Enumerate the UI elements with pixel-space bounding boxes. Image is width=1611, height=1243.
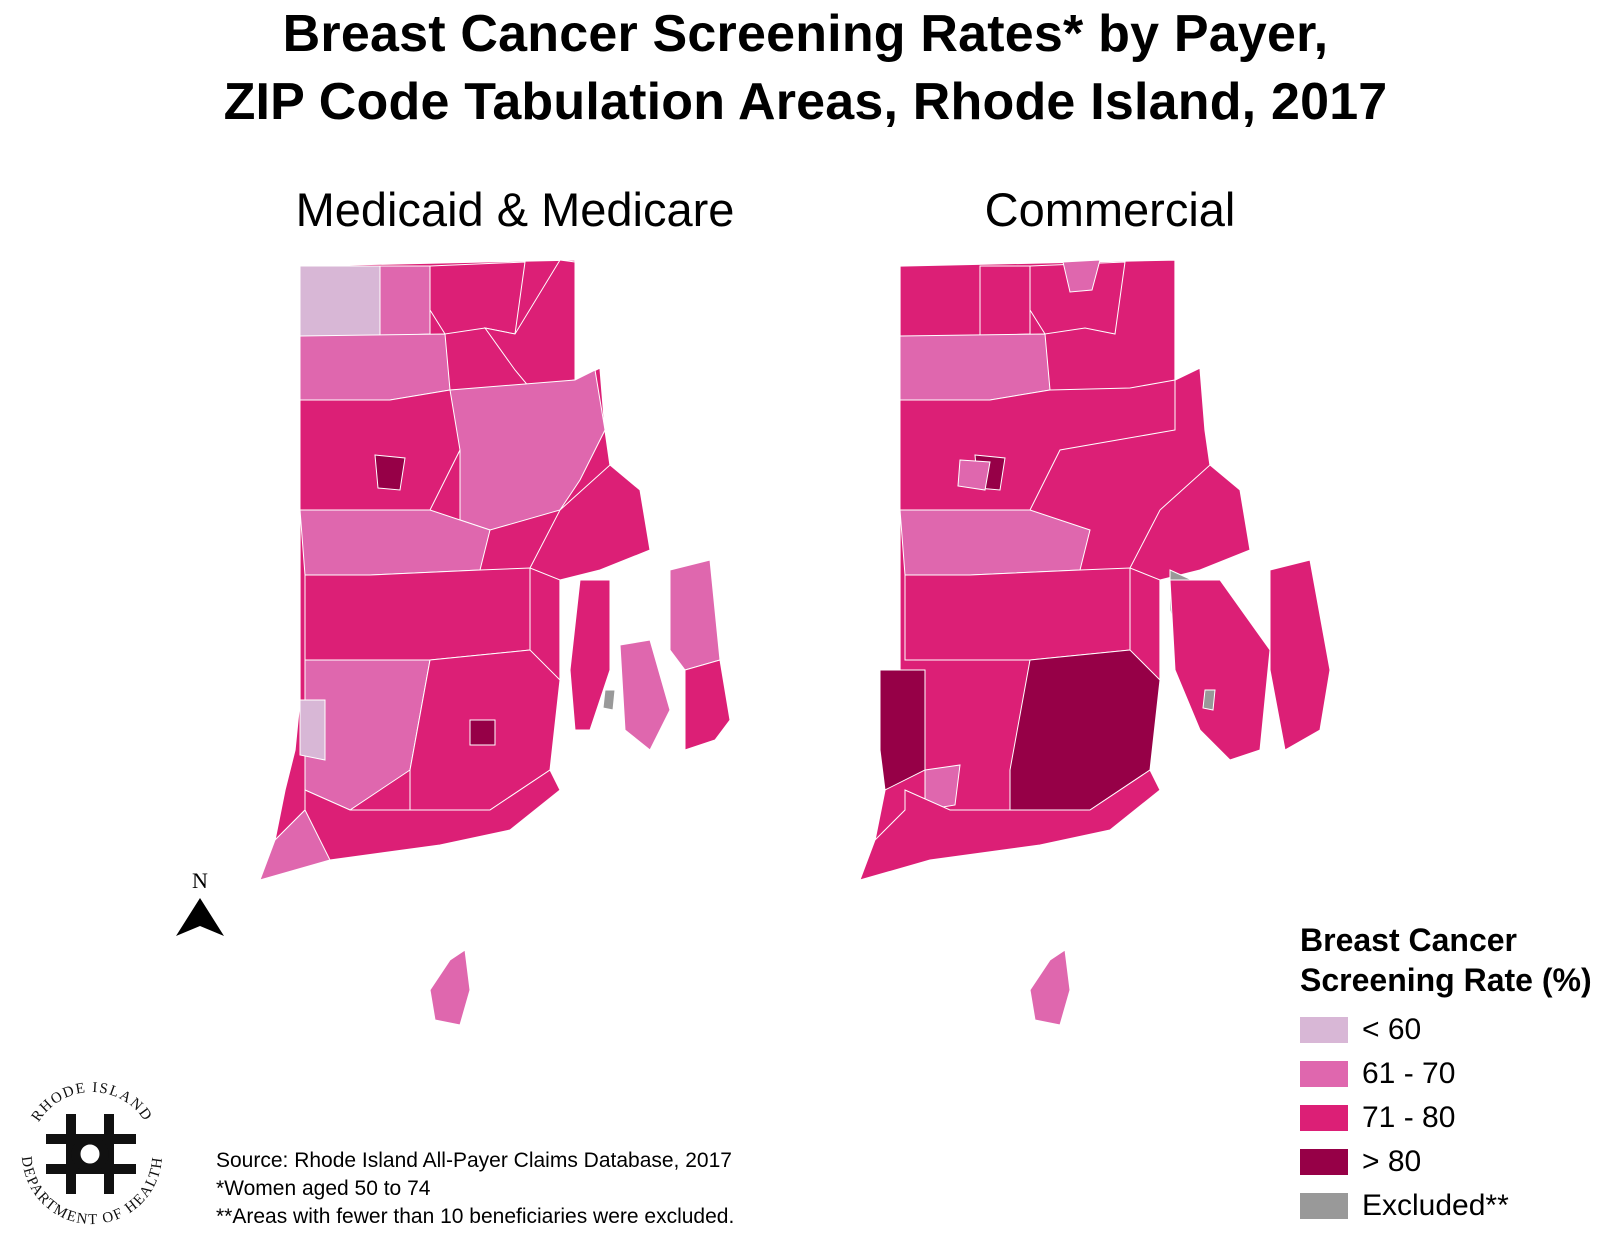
zcta-region bbox=[304, 567, 531, 661]
zcta-region bbox=[924, 764, 961, 811]
zcta-region bbox=[619, 639, 671, 751]
legend-item: 71 - 80 bbox=[1300, 1096, 1605, 1140]
zcta-region bbox=[449, 369, 606, 531]
zcta-region bbox=[429, 261, 526, 335]
chart-title-line-1: Breast Cancer Screening Rates* by Payer, bbox=[282, 5, 1329, 63]
legend-label: 61 - 70 bbox=[1362, 1057, 1456, 1090]
footnote-excluded: **Areas with fewer than 10 beneficiaries… bbox=[216, 1205, 735, 1228]
zcta-region bbox=[1062, 259, 1101, 293]
zcta-region bbox=[529, 464, 651, 581]
map-medicaid-medicare bbox=[259, 259, 731, 1026]
footnote-age: *Women aged 50 to 74 bbox=[216, 1177, 431, 1200]
logo-emblem bbox=[46, 1114, 136, 1194]
zcta-region bbox=[684, 659, 731, 751]
legend-title: Breast Cancer Screening Rate (%) bbox=[1300, 920, 1605, 1000]
legend-title-line-2: Screening Rate (%) bbox=[1300, 962, 1592, 998]
legend-swatch bbox=[1300, 1105, 1348, 1131]
map-commercial bbox=[859, 259, 1331, 1026]
legend-swatch bbox=[1300, 1193, 1348, 1219]
legend-label: < 60 bbox=[1362, 1013, 1422, 1046]
zcta-region bbox=[602, 689, 616, 711]
north-arrow-icon bbox=[176, 898, 224, 936]
zcta-region bbox=[1269, 559, 1331, 751]
ri-department-of-health-logo: RHODE ISLAND DEPARTMENT OF HEALTH bbox=[18, 1080, 165, 1228]
legend-item: Excluded** bbox=[1300, 1184, 1605, 1228]
zcta-region bbox=[379, 265, 431, 337]
source-line: Source: Rhode Island All-Payer Claims Da… bbox=[216, 1149, 732, 1172]
zcta-region bbox=[569, 579, 611, 731]
zcta-region bbox=[1202, 689, 1216, 711]
zcta-region bbox=[469, 719, 496, 746]
zcta-region bbox=[904, 567, 1131, 661]
legend-label: Excluded** bbox=[1362, 1189, 1509, 1222]
north-label: N bbox=[192, 868, 208, 893]
zcta-region bbox=[899, 333, 1051, 401]
legend-title-line-1: Breast Cancer bbox=[1300, 922, 1517, 958]
zcta-region bbox=[299, 333, 451, 401]
source-notes: Source: Rhode Island All-Payer Claims Da… bbox=[216, 1147, 734, 1231]
chart-title-line-2: ZIP Code Tabulation Areas, Rhode Island,… bbox=[223, 73, 1388, 131]
legend-swatch bbox=[1300, 1017, 1348, 1043]
logo-text-top: RHODE ISLAND bbox=[29, 1080, 156, 1125]
zcta-region bbox=[299, 699, 326, 761]
legend-label: 71 - 80 bbox=[1362, 1101, 1456, 1134]
zcta-region bbox=[859, 769, 1161, 881]
zcta-region bbox=[879, 669, 926, 791]
legend-item: > 80 bbox=[1300, 1140, 1605, 1184]
zcta-region bbox=[1169, 579, 1271, 761]
legend-item: < 60 bbox=[1300, 1008, 1605, 1052]
legend-item: 61 - 70 bbox=[1300, 1052, 1605, 1096]
legend-label: > 80 bbox=[1362, 1145, 1422, 1178]
zcta-region bbox=[259, 809, 331, 881]
map-title-medicaid-medicare: Medicaid & Medicare bbox=[295, 183, 735, 236]
legend-swatch bbox=[1300, 1149, 1348, 1175]
zcta-region bbox=[1029, 949, 1071, 1026]
zcta-region bbox=[1129, 464, 1251, 581]
zcta-region bbox=[979, 265, 1031, 337]
zcta-region bbox=[429, 949, 471, 1026]
zcta-region bbox=[304, 659, 431, 811]
map-title-commercial: Commercial bbox=[984, 183, 1236, 236]
zcta-region bbox=[483, 259, 576, 389]
zcta-region bbox=[299, 265, 381, 337]
zcta-region bbox=[374, 454, 406, 491]
zcta-region bbox=[957, 459, 991, 491]
legend: Breast Cancer Screening Rate (%) < 60 61… bbox=[1300, 920, 1605, 1228]
zcta-region bbox=[669, 559, 721, 671]
legend-swatch bbox=[1300, 1061, 1348, 1087]
